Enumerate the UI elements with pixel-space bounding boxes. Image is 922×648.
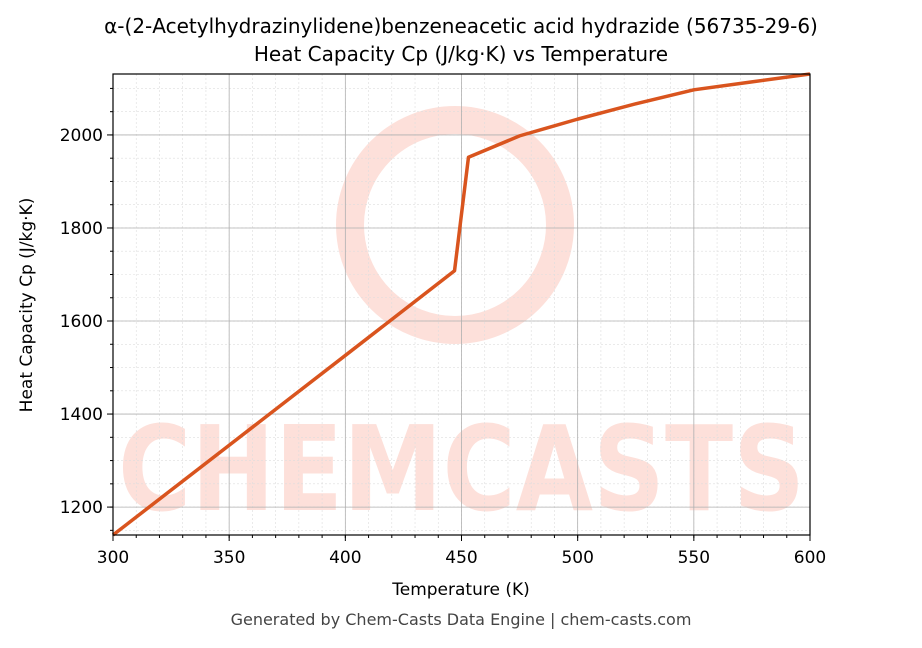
chart-subtitle: Heat Capacity Cp (J/kg·K) vs Temperature [254, 42, 668, 66]
x-tick-label: 600 [794, 548, 826, 568]
data-line [111, 72, 811, 537]
x-axis-label: Temperature (K) [391, 580, 530, 600]
watermark-ring [336, 106, 574, 344]
x-tick-label: 450 [445, 548, 477, 568]
chart-title: α-(2-Acetylhydrazinylidene)benzeneacetic… [104, 14, 818, 38]
plot-frame [112, 73, 811, 536]
x-tick-label: 500 [561, 548, 593, 568]
y-axis-label: Heat Capacity Cp (J/kg·K) [17, 198, 37, 413]
x-tick-label: 350 [213, 548, 245, 568]
x-tick-label: 300 [97, 548, 129, 568]
y-tick-label: 1600 [60, 312, 103, 332]
x-tick-label: 400 [329, 548, 361, 568]
y-tick-label: 1800 [60, 219, 103, 239]
y-tick-label: 1400 [60, 405, 103, 425]
y-tick-label: 1200 [60, 498, 103, 518]
x-tick-label: 550 [678, 548, 710, 568]
y-tick-label: 2000 [60, 126, 103, 146]
footer: Generated by Chem-Casts Data Engine | ch… [231, 610, 692, 629]
